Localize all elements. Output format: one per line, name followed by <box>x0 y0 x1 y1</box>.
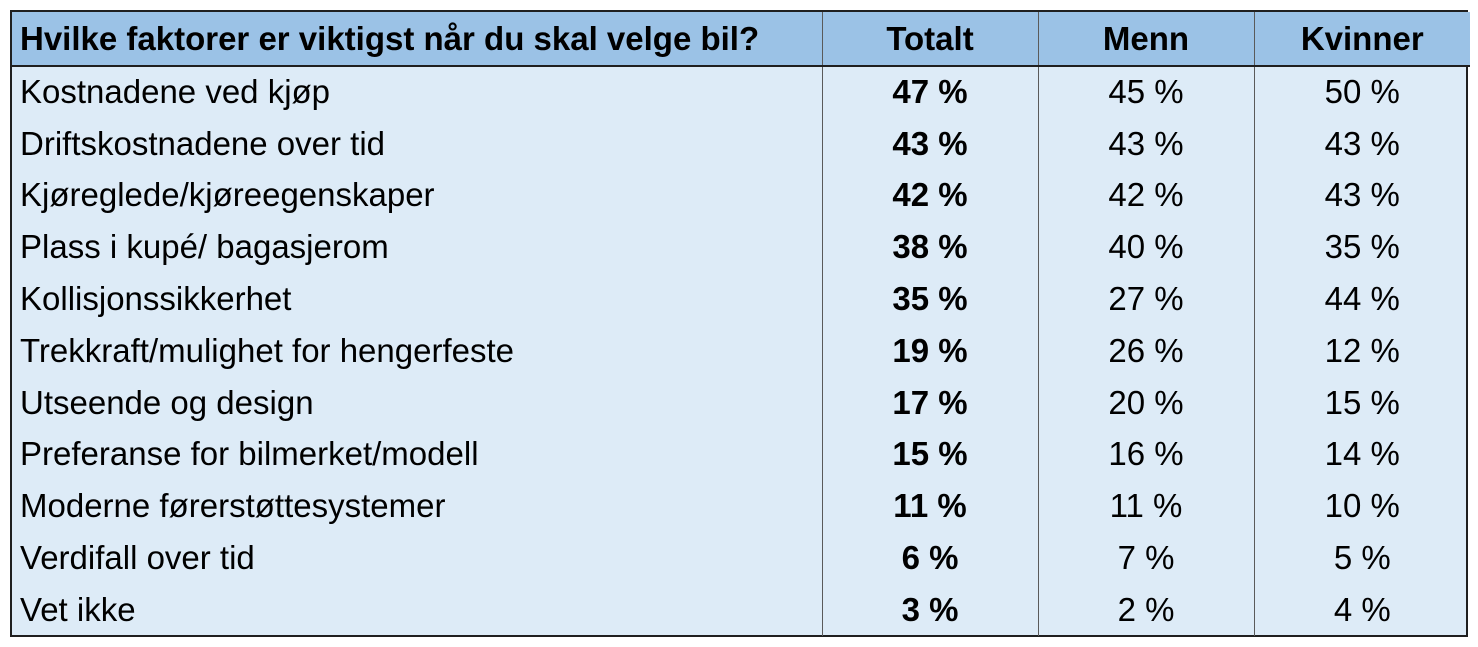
factor-cell: Driftskostnadene over tid <box>12 117 823 170</box>
factor-cell: Trekkraft/mulighet for hengerfeste <box>12 324 823 377</box>
men-cell: 43 % <box>1038 117 1255 170</box>
table-row: Kostnadene ved kjøp 47 % 45 % 50 % <box>12 66 1470 118</box>
factor-cell: Preferanse for bilmerket/modell <box>12 428 823 481</box>
men-cell: 20 % <box>1038 376 1255 429</box>
question-header: Hvilke faktorer er viktigst når du skal … <box>12 12 823 67</box>
women-header: Kvinner <box>1254 12 1470 67</box>
total-cell: 11 % <box>822 480 1039 533</box>
table-row: Utseende og design 17 % 20 % 15 % <box>12 376 1470 429</box>
total-cell: 47 % <box>822 66 1039 118</box>
total-cell: 42 % <box>822 169 1039 222</box>
factor-cell: Kostnadene ved kjøp <box>12 66 823 118</box>
men-cell: 45 % <box>1038 66 1255 118</box>
women-cell: 4 % <box>1333 590 1391 628</box>
men-cell: 7 % <box>1038 532 1255 584</box>
women-cell: 5 % <box>1333 539 1391 577</box>
total-cell: 35 % <box>822 273 1039 325</box>
factor-cell: Moderne førerstøttesystemer <box>12 480 823 533</box>
men-cell: 11 % <box>1038 480 1255 533</box>
table-body: Kostnadene ved kjøp 47 % 45 % 50 % Driftskos… <box>12 66 1470 636</box>
women-cell: 35 % <box>1324 228 1400 266</box>
women-cell: 10 % <box>1324 487 1400 525</box>
table-row: Kollisjonssikkerhet 35 % 27 % 44 % <box>12 273 1470 325</box>
women-cell: 15 % <box>1324 383 1400 421</box>
total-header: Totalt <box>822 12 1039 67</box>
factor-cell: Kollisjonssikkerhet <box>12 273 823 325</box>
factor-cell: Verdifall over tid <box>12 532 823 584</box>
total-cell: 6 % <box>822 532 1039 584</box>
men-cell: 2 % <box>1038 583 1255 636</box>
women-cell: 12 % <box>1324 331 1400 369</box>
men-cell: 26 % <box>1038 324 1255 377</box>
factor-cell: Vet ikke <box>12 583 823 636</box>
women-cell: 43 % <box>1324 124 1400 162</box>
factor-cell: Plass i kupé/ bagasjerom <box>12 221 823 274</box>
total-cell: 43 % <box>822 117 1039 170</box>
total-cell: 38 % <box>822 221 1039 274</box>
table-row: Verdifall over tid 6 % 7 % 5 % <box>12 532 1470 584</box>
table-row: Moderne førerstøttesystemer 11 % 11 % 10 % <box>12 480 1470 533</box>
survey-table: Hvilke faktorer er viktigst når du skal … <box>12 12 1470 636</box>
women-cell: 50 % <box>1324 73 1400 111</box>
men-cell: 42 % <box>1038 169 1255 222</box>
table-row: Trekkraft/mulighet for hengerfeste 19 % 26… <box>12 324 1470 377</box>
table-row: Driftskostnadene over tid 43 % 43 % 43 % <box>12 117 1470 170</box>
men-cell: 16 % <box>1038 428 1255 481</box>
total-cell: 15 % <box>822 428 1039 481</box>
table-row: Plass i kupé/ bagasjerom 38 % 40 % 35 % <box>12 221 1470 274</box>
men-header: Menn <box>1038 12 1255 67</box>
factor-cell: Kjøreglede/kjøreegenskaper <box>12 169 823 222</box>
women-cell: 43 % <box>1324 176 1400 214</box>
women-cell: 44 % <box>1324 280 1400 318</box>
table-row: Vet ikke 3 % 2 % 4 % <box>12 583 1470 636</box>
table-row: Kjøreglede/kjøreegenskaper 42 % 42 % 43 % <box>12 169 1470 222</box>
women-cell: 14 % <box>1324 435 1400 473</box>
men-cell: 27 % <box>1038 273 1255 325</box>
factor-cell: Utseende og design <box>12 376 823 429</box>
table-row: Preferanse for bilmerket/modell 15 % 16 % 1… <box>12 428 1470 481</box>
total-cell: 19 % <box>822 324 1039 377</box>
total-cell: 3 % <box>822 583 1039 636</box>
header-row: Hvilke faktorer er viktigst når du skal … <box>12 12 1470 67</box>
men-cell: 40 % <box>1038 221 1255 274</box>
survey-table-container: Hvilke faktorer er viktigst når du skal … <box>10 10 1470 637</box>
total-cell: 17 % <box>822 376 1039 429</box>
